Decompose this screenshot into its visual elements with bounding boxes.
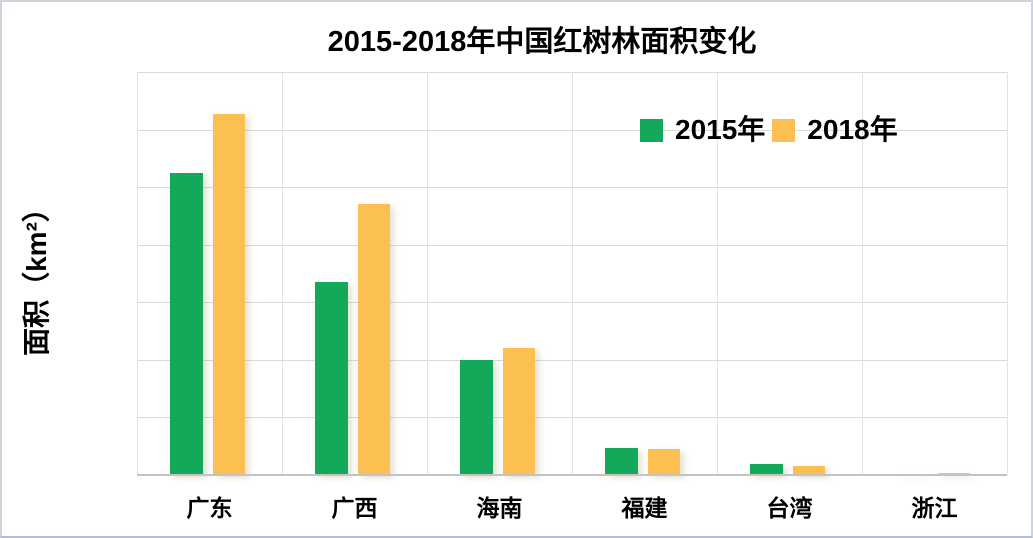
gridline-x-4 (717, 72, 718, 475)
gridline-x-2 (427, 72, 428, 475)
x-axis-labels: 广东 广西 海南 福建 台湾 浙江 (137, 489, 1007, 523)
bar-2018年-广东 (213, 113, 245, 475)
x-cat-label-福建: 福建 (621, 495, 668, 521)
x-cat-label-海南: 海南 (476, 495, 523, 521)
legend-swatch-2015 (640, 118, 663, 142)
legend-label-2015: 2015年 (675, 114, 766, 145)
bar-2015年-福建 (605, 447, 638, 475)
x-cat-label-台湾: 台湾 (766, 495, 813, 521)
y-axis-title: 面积（km²） (21, 194, 52, 356)
legend-item-2015: 2015年 (640, 116, 765, 144)
plot-area: 2015年 2018年 (137, 72, 1008, 476)
legend: 2015年 2018年 (640, 116, 898, 144)
legend-item-2018: 2018年 (772, 114, 898, 145)
x-cat-label-浙江: 浙江 (911, 495, 958, 521)
chart-title: 2015-2018年中国红树林面积变化 (327, 26, 757, 58)
bar-2015年-台湾 (750, 463, 783, 475)
bar-2015年-海南 (460, 359, 493, 475)
gridline-x-5 (862, 72, 863, 475)
legend-label-2018: 2018年 (807, 114, 898, 145)
bar-2018年-海南 (503, 348, 535, 475)
bar-2018年-福建 (648, 449, 680, 475)
x-cat-label-广西: 广西 (331, 495, 378, 521)
bar-2015年-广西 (315, 282, 348, 475)
bar-2018年-台湾 (793, 465, 825, 475)
x-axis-line (137, 474, 1007, 476)
gridline-x-1 (282, 72, 283, 475)
bar-2015年-广东 (170, 172, 203, 475)
x-cat-label-广东: 广东 (186, 495, 233, 521)
legend-swatch-2018 (772, 118, 796, 142)
gridline-x-6 (1007, 72, 1008, 475)
bar-2018年-广西 (358, 203, 390, 475)
gridline-x-0 (137, 72, 138, 475)
gridline-x-3 (572, 72, 573, 475)
